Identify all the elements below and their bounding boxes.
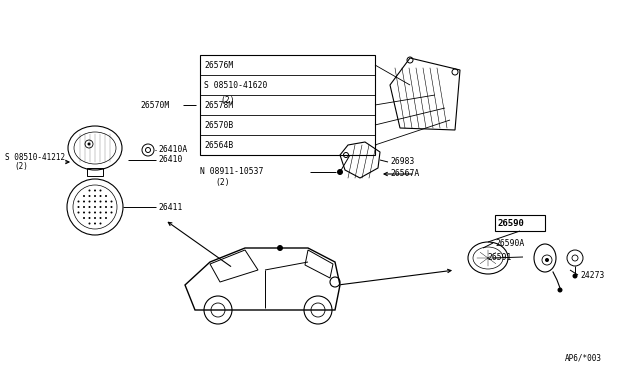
Circle shape — [88, 201, 90, 202]
Text: 26576M: 26576M — [204, 61, 233, 70]
Circle shape — [105, 206, 107, 208]
Circle shape — [83, 212, 85, 214]
Circle shape — [94, 189, 96, 192]
Text: 26410: 26410 — [158, 155, 182, 164]
Circle shape — [99, 195, 102, 197]
Circle shape — [99, 212, 102, 214]
Text: 26590A: 26590A — [495, 238, 524, 247]
Circle shape — [77, 212, 79, 214]
Text: 26410A: 26410A — [158, 145, 188, 154]
Bar — [200, 55, 375, 155]
Circle shape — [105, 195, 107, 197]
Circle shape — [77, 206, 79, 208]
Circle shape — [337, 169, 343, 175]
Circle shape — [573, 273, 577, 279]
Text: 26564B: 26564B — [204, 141, 233, 150]
Text: 26570B: 26570B — [204, 121, 233, 129]
Text: 26590: 26590 — [498, 218, 525, 228]
Circle shape — [99, 201, 102, 202]
Text: AP6/*003: AP6/*003 — [565, 353, 602, 362]
Bar — [495, 215, 545, 231]
Text: 26591: 26591 — [487, 253, 511, 262]
Circle shape — [88, 142, 90, 145]
Circle shape — [94, 217, 96, 219]
Text: N 08911-10537: N 08911-10537 — [200, 167, 264, 176]
Text: (2): (2) — [220, 96, 235, 106]
Text: 26578M: 26578M — [204, 100, 233, 109]
Circle shape — [99, 206, 102, 208]
Text: (2): (2) — [14, 161, 28, 170]
Circle shape — [111, 212, 113, 214]
Circle shape — [94, 212, 96, 214]
Circle shape — [83, 195, 85, 197]
Text: 26570M: 26570M — [140, 100, 169, 109]
Circle shape — [83, 206, 85, 208]
Circle shape — [94, 206, 96, 208]
Circle shape — [557, 288, 563, 292]
Circle shape — [277, 245, 283, 251]
Circle shape — [88, 212, 90, 214]
Circle shape — [94, 195, 96, 197]
Text: 24273: 24273 — [580, 270, 604, 279]
Circle shape — [88, 222, 90, 224]
Circle shape — [99, 189, 102, 192]
Text: S 08510-41212: S 08510-41212 — [5, 154, 65, 163]
Circle shape — [99, 217, 102, 219]
Circle shape — [105, 217, 107, 219]
Circle shape — [111, 206, 113, 208]
Circle shape — [111, 201, 113, 202]
Circle shape — [88, 206, 90, 208]
Text: (2): (2) — [215, 177, 230, 186]
Circle shape — [94, 222, 96, 224]
Text: 26983: 26983 — [390, 157, 414, 167]
Circle shape — [88, 195, 90, 197]
Circle shape — [83, 217, 85, 219]
Circle shape — [99, 222, 102, 224]
Circle shape — [88, 217, 90, 219]
Circle shape — [77, 201, 79, 202]
Text: 26567A: 26567A — [390, 170, 419, 179]
Circle shape — [88, 189, 90, 192]
Circle shape — [545, 258, 549, 262]
Circle shape — [83, 201, 85, 202]
Circle shape — [105, 201, 107, 202]
Text: 26411: 26411 — [158, 202, 182, 212]
Text: S 08510-41620: S 08510-41620 — [204, 80, 268, 90]
Circle shape — [105, 212, 107, 214]
Circle shape — [94, 201, 96, 202]
